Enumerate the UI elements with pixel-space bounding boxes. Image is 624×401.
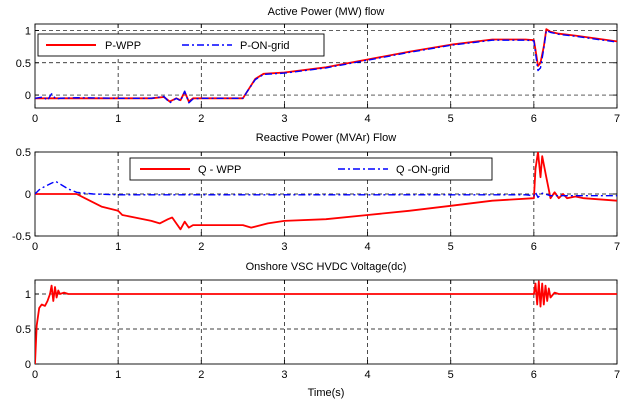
panel-1-xtick-label-2: 2 <box>198 113 204 125</box>
panel-3-ytick-label-0: 0 <box>25 359 31 371</box>
panel-2-xtick-label-4: 4 <box>365 241 371 253</box>
panel-3-xtick-label-6: 6 <box>531 369 537 381</box>
panel-2-xtick-label-7: 7 <box>614 241 620 253</box>
panel-1-xtick-label-0: 0 <box>32 113 38 125</box>
legend-label-p-on-grid: P-ON-grid <box>240 40 290 52</box>
panel-dc-voltage: Onshore VSC HVDC Voltage(dc) 0 1 2 3 4 5 6 7 0 0.… <box>16 261 620 399</box>
panel-1-ytick-label-1: 0.5 <box>16 58 31 70</box>
panel-1-xtick-label-6: 6 <box>531 113 537 125</box>
panel-3-series-line-0 <box>35 280 617 364</box>
panel-1-legend: P-WPP P-ON-grid <box>37 33 325 57</box>
legend-label-p-wpp: P-WPP <box>105 40 141 52</box>
panel-1-xtick-label-1: 1 <box>115 113 121 125</box>
panel-3-xtick-label-5: 5 <box>448 369 454 381</box>
panel-1-xtick-label-7: 7 <box>614 113 620 125</box>
panel-1-xtick-label-4: 4 <box>365 113 371 125</box>
panel-2-xtick-label-0: 0 <box>32 241 38 253</box>
panel-3-xtick-label-4: 4 <box>365 369 371 381</box>
panel-2-series-line-1 <box>35 180 617 199</box>
legend-label-q-wpp: Q - WPP <box>198 164 241 176</box>
panel-3-ytick-label-1: 0.5 <box>16 324 31 336</box>
panel-1-ytick-label-0: 0 <box>25 90 31 102</box>
panel-2-ytick-label-2: 0.5 <box>16 147 31 159</box>
panel-1-xtick-label-5: 5 <box>448 113 454 125</box>
x-axis-label: Time(s) <box>308 387 345 399</box>
panel-1-title: Active Power (MW) flow <box>268 6 385 18</box>
panel-1-legend-box <box>37 33 325 57</box>
legend-label-q-on-grid: Q -ON-grid <box>396 164 450 176</box>
panel-3-xtick-label-2: 2 <box>198 369 204 381</box>
panel-2-xtick-label-5: 5 <box>448 241 454 253</box>
panel-2-xtick-label-1: 1 <box>115 241 121 253</box>
panel-2-xtick-label-3: 3 <box>281 241 287 253</box>
panel-2-legend: Q - WPP Q -ON-grid <box>129 157 493 181</box>
panel-active-power: Active Power (MW) flow 0 1 2 3 4 5 6 7 0 0.5 1 P-W… <box>16 6 620 125</box>
panel-2-xtick-label-2: 2 <box>198 241 204 253</box>
panel-3-xtick-label-0: 0 <box>32 369 38 381</box>
panel-reactive-power: Reactive Power (MVAr) Flow 0 1 2 3 4 5 6 7-0.50… <box>12 132 620 253</box>
panel-3-xtick-label-1: 1 <box>115 369 121 381</box>
panel-1-ytick-label-2: 1 <box>25 25 31 37</box>
panel-1-xtick-label-3: 3 <box>281 113 287 125</box>
panel-3-title: Onshore VSC HVDC Voltage(dc) <box>246 261 407 273</box>
panel-2-legend-box <box>129 157 493 181</box>
panel-1-series-line-1 <box>35 29 617 104</box>
panel-3-xtick-label-7: 7 <box>614 369 620 381</box>
panel-2-title: Reactive Power (MVAr) Flow <box>256 132 396 144</box>
panel-3-ytick-label-2: 1 <box>25 289 31 301</box>
panel-3-xtick-label-3: 3 <box>281 369 287 381</box>
panel-3-plot-area <box>34 279 618 365</box>
panel-2-xtick-label-6: 6 <box>531 241 537 253</box>
panel-2-ytick-label-1: 0 <box>25 189 31 201</box>
panel-2-ytick-label-0: -0.5 <box>12 231 31 243</box>
